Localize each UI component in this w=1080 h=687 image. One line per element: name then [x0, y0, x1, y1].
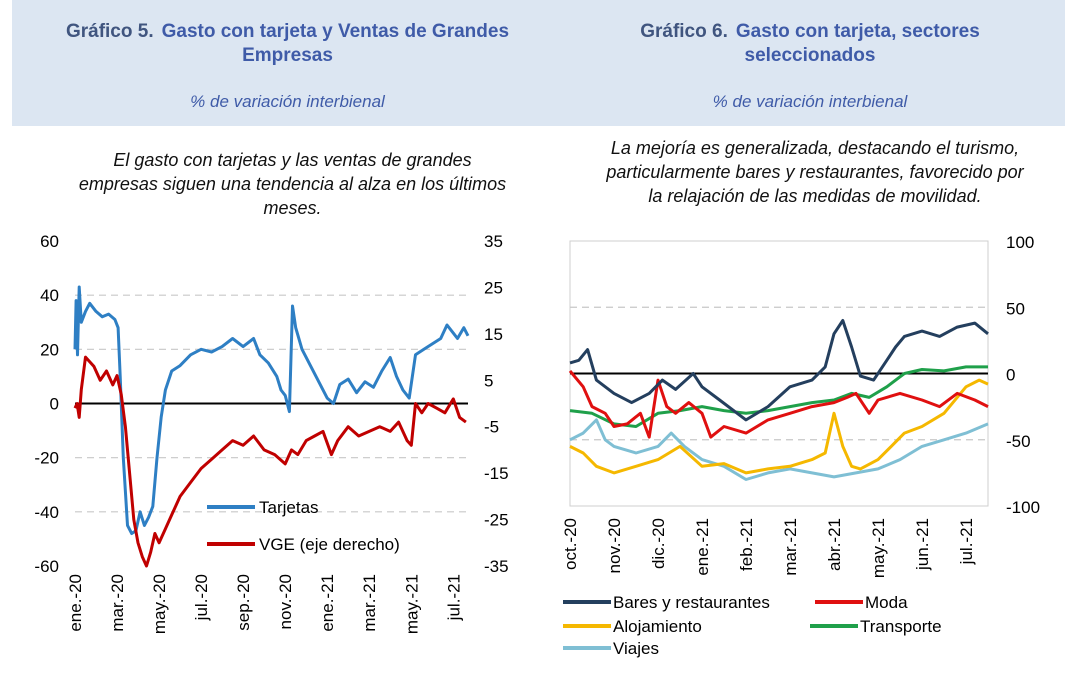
chart6-title-line2: seleccionados — [744, 45, 876, 66]
chart6-description-line1: La mejoría es generalizada, destacando e… — [610, 138, 1020, 158]
chart6-legend-label: Viajes — [613, 639, 659, 658]
chart5-right-tick-label: 15 — [484, 325, 503, 344]
chart5-x-tick-label: may.-20 — [150, 574, 169, 634]
chart5-right-tick-label: -15 — [484, 464, 509, 483]
chart5-legend-label: VGE (eje derecho) — [259, 535, 400, 554]
chart5-left-tick-label: 40 — [40, 286, 59, 305]
chart5-right-tick-label: -35 — [484, 557, 509, 576]
chart6-series-moda — [568, 369, 989, 439]
chart5-unit: % de variación interbienal — [190, 92, 385, 111]
chart6-description-line2: particularmente bares y restaurantes, fa… — [606, 162, 1024, 182]
chart5-left-tick-label: 20 — [40, 340, 59, 359]
chart6-x-tick-label: feb.-21 — [737, 518, 756, 571]
chart5-x-tick-label: jul.-21 — [444, 574, 463, 621]
chart6-x-tick-label: mar.-21 — [781, 518, 800, 576]
chart5-left-tick-label: 60 — [40, 232, 59, 251]
chart5-number: Gráfico 5. — [65, 21, 154, 42]
chart6-y-tick-label: -50 — [1006, 432, 1031, 451]
chart6-title: Gráfico 6. Gasto con tarjeta, sectores se… — [560, 20, 1060, 68]
chart5-x-tick-label: ene.-21 — [318, 574, 337, 632]
chart6-series-viajes — [569, 418, 989, 481]
chart5-left-tick-label: 0 — [50, 395, 59, 414]
chart5-x-tick-label: sep.-20 — [234, 574, 253, 631]
chart5-right-tick-label: 5 — [484, 371, 493, 390]
chart5-legend-label: Tarjetas — [259, 498, 319, 517]
chart5-right-tick-label: 35 — [484, 232, 503, 251]
chart5-title: Gráfico 5. Gasto con tarjeta y Ventas de … — [30, 20, 545, 68]
chart5-left-tick-label: -60 — [34, 557, 59, 576]
chart5-x-tick-label: mar.-21 — [360, 574, 379, 632]
chart5-title-line1: Gasto con tarjeta y Ventas de Grandes — [161, 21, 510, 42]
chart6-description: La mejoría es generalizada, destacando e… — [555, 136, 1075, 208]
chart6-x-tick-label: may.-21 — [869, 518, 888, 578]
chart5-x-tick-label: may.-21 — [402, 574, 421, 634]
chart6-x-tick-label: abr.-21 — [825, 518, 844, 571]
chart6-legend-label: Transporte — [860, 617, 942, 636]
chart6-series-bares-y-restaurantes — [569, 319, 989, 422]
chart5-series-tarjetas — [73, 285, 470, 535]
chart5-left-tick-label: -20 — [34, 449, 59, 468]
chart6-y-tick-label: 0 — [1006, 366, 1015, 385]
chart6-legend-label: Moda — [865, 593, 908, 612]
chart6-legend-label: Alojamiento — [613, 617, 702, 636]
chart6-x-tick-label: ene.-21 — [693, 518, 712, 576]
chart5-description-line2: empresas siguen una tendencia al alza en… — [78, 174, 507, 194]
chart5-x-tick-label: jul.-20 — [192, 574, 211, 621]
chart6-y-tick-label: -100 — [1006, 498, 1040, 517]
chart5-right-tick-label: -25 — [484, 511, 509, 530]
header-band — [12, 0, 1065, 126]
chart5-right-tick-label: 25 — [484, 278, 503, 297]
chart6-legend-label: Bares y restaurantes — [613, 593, 770, 612]
chart5-right-tick-label: -5 — [484, 418, 499, 437]
chart5-description: El gasto con tarjetas y las ventas de gr… — [25, 148, 560, 220]
chart5-left-tick-label: -40 — [34, 503, 59, 522]
chart6-unit: % de variación interbienal — [712, 92, 908, 111]
chart6-x-tick-label: oct.-20 — [561, 518, 580, 570]
chart6-series-alojamiento — [569, 378, 989, 475]
chart6-number: Gráfico 6. — [640, 21, 728, 42]
chart5-title-line2: Empresas — [242, 45, 333, 66]
chart6-y-tick-label: 50 — [1006, 299, 1025, 318]
chart5-x-tick-label: ene.-20 — [66, 574, 85, 632]
chart6-x-tick-label: jul.-21 — [957, 518, 976, 565]
chart6-x-tick-label: nov.-20 — [605, 518, 624, 573]
chart6-x-tick-label: jun.-21 — [913, 518, 932, 571]
chart6-y-tick-label: 100 — [1006, 233, 1034, 252]
chart6-description-line3: la relajación de las medidas de movilida… — [648, 186, 982, 206]
chart5-description-line3: meses. — [263, 198, 322, 218]
chart5-description-line1: El gasto con tarjetas y las ventas de gr… — [113, 150, 472, 170]
chart5-x-tick-label: mar.-20 — [108, 574, 127, 632]
chart6-x-tick-label: dic.-20 — [649, 518, 668, 569]
chart5-x-tick-label: nov.-20 — [276, 574, 295, 629]
chart6-title-line1: Gasto con tarjeta, sectores — [735, 21, 980, 42]
chart5-series-vge — [73, 355, 467, 568]
